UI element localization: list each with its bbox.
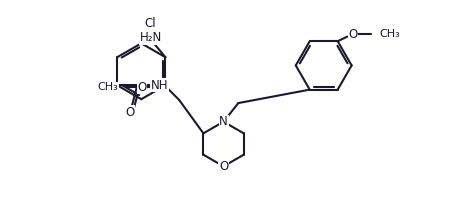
Text: N: N	[219, 115, 228, 128]
Text: O: O	[349, 28, 358, 41]
Text: H₂N: H₂N	[140, 31, 162, 44]
Text: CH₃: CH₃	[379, 29, 400, 39]
Text: NH: NH	[151, 79, 168, 92]
Text: O: O	[219, 160, 228, 173]
Text: O: O	[138, 81, 147, 94]
Text: CH₃: CH₃	[97, 82, 118, 92]
Text: O: O	[125, 106, 134, 119]
Text: Cl: Cl	[144, 17, 156, 30]
